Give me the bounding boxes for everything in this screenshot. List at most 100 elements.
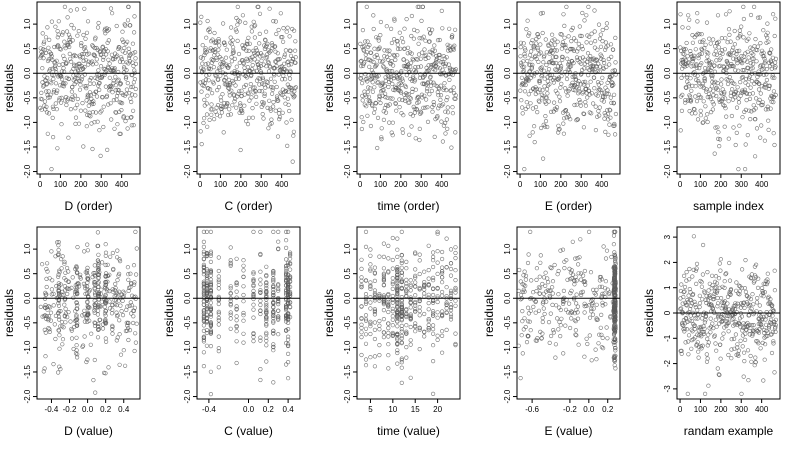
data-point	[400, 130, 406, 135]
data-point	[131, 314, 136, 319]
data-point	[741, 321, 746, 326]
data-point	[284, 245, 289, 250]
data-point	[553, 60, 559, 66]
data-point	[770, 12, 776, 17]
data-point	[372, 85, 377, 90]
data-point	[228, 258, 233, 263]
data-point	[687, 108, 692, 114]
data-point	[368, 324, 373, 329]
data-point	[49, 287, 55, 292]
data-point	[742, 359, 747, 364]
data-point	[541, 306, 546, 311]
data-point	[447, 26, 452, 31]
data-point	[230, 38, 235, 43]
data-point	[418, 111, 423, 116]
data-point	[555, 39, 560, 44]
data-point	[772, 268, 777, 273]
data-point	[131, 320, 136, 326]
data-point	[277, 56, 282, 62]
data-point	[257, 41, 262, 46]
data-point	[207, 72, 212, 77]
data-point	[451, 47, 457, 52]
data-point	[550, 302, 555, 308]
data-point	[600, 75, 605, 80]
data-point	[527, 52, 533, 58]
data-point	[274, 31, 279, 37]
data-point	[544, 101, 549, 106]
data-point	[222, 100, 227, 106]
data-point	[120, 37, 125, 42]
data-point	[593, 104, 598, 109]
data-point	[367, 64, 372, 69]
data-point	[536, 308, 542, 313]
data-point	[88, 342, 93, 347]
data-point	[748, 12, 754, 18]
data-point	[241, 299, 246, 304]
data-point	[372, 312, 378, 317]
x-tick-label: 0.4	[283, 405, 295, 414]
data-point	[522, 46, 527, 51]
data-point	[529, 57, 534, 62]
data-point	[528, 49, 534, 54]
data-point	[565, 112, 571, 117]
data-point	[754, 300, 760, 305]
data-point	[723, 36, 728, 41]
data-point	[124, 67, 129, 73]
data-point	[228, 245, 233, 250]
data-point	[560, 54, 565, 60]
data-point	[275, 51, 280, 56]
data-point	[92, 53, 97, 59]
data-point	[716, 276, 722, 281]
data-point	[744, 97, 749, 103]
data-point	[368, 253, 373, 258]
data-point	[118, 352, 124, 357]
data-point	[208, 259, 213, 265]
data-point	[522, 51, 527, 57]
data-point	[753, 355, 758, 360]
data-point	[120, 298, 125, 304]
data-point	[283, 77, 288, 82]
data-point	[526, 78, 531, 83]
data-point	[368, 247, 373, 252]
data-point	[408, 338, 413, 343]
x-tick-label: 0.4	[118, 405, 130, 414]
data-point	[271, 295, 276, 300]
data-point	[250, 105, 255, 111]
data-point	[262, 46, 268, 52]
data-point	[215, 52, 220, 57]
data-point	[449, 88, 454, 93]
data-point	[426, 301, 431, 306]
data-point	[229, 54, 234, 60]
data-point	[520, 64, 525, 70]
data-point	[370, 89, 376, 94]
data-point	[438, 97, 443, 102]
data-point	[400, 127, 405, 132]
data-point	[408, 305, 413, 310]
data-point	[228, 82, 233, 88]
y-tick-label: -1.5	[343, 140, 352, 154]
data-point	[286, 351, 291, 357]
data-point	[700, 272, 706, 277]
data-point	[545, 124, 550, 130]
data-point	[89, 331, 94, 336]
data-point	[221, 130, 226, 135]
data-point	[51, 362, 56, 367]
data-point	[225, 101, 230, 106]
plot-frame	[516, 1, 621, 175]
data-point	[293, 85, 299, 90]
data-point	[75, 102, 80, 107]
data-point	[386, 321, 391, 326]
x-axis-label: D (order)	[64, 199, 112, 213]
data-point	[127, 59, 133, 64]
y-tick-label: -1.5	[23, 140, 32, 154]
data-point	[372, 265, 378, 270]
data-point	[61, 65, 66, 71]
data-point	[703, 318, 708, 323]
data-point	[75, 33, 80, 38]
data-point	[54, 70, 59, 75]
data-point	[439, 119, 444, 124]
data-point	[73, 121, 78, 126]
data-point	[394, 108, 399, 113]
data-point	[123, 74, 129, 80]
data-point	[129, 99, 134, 105]
